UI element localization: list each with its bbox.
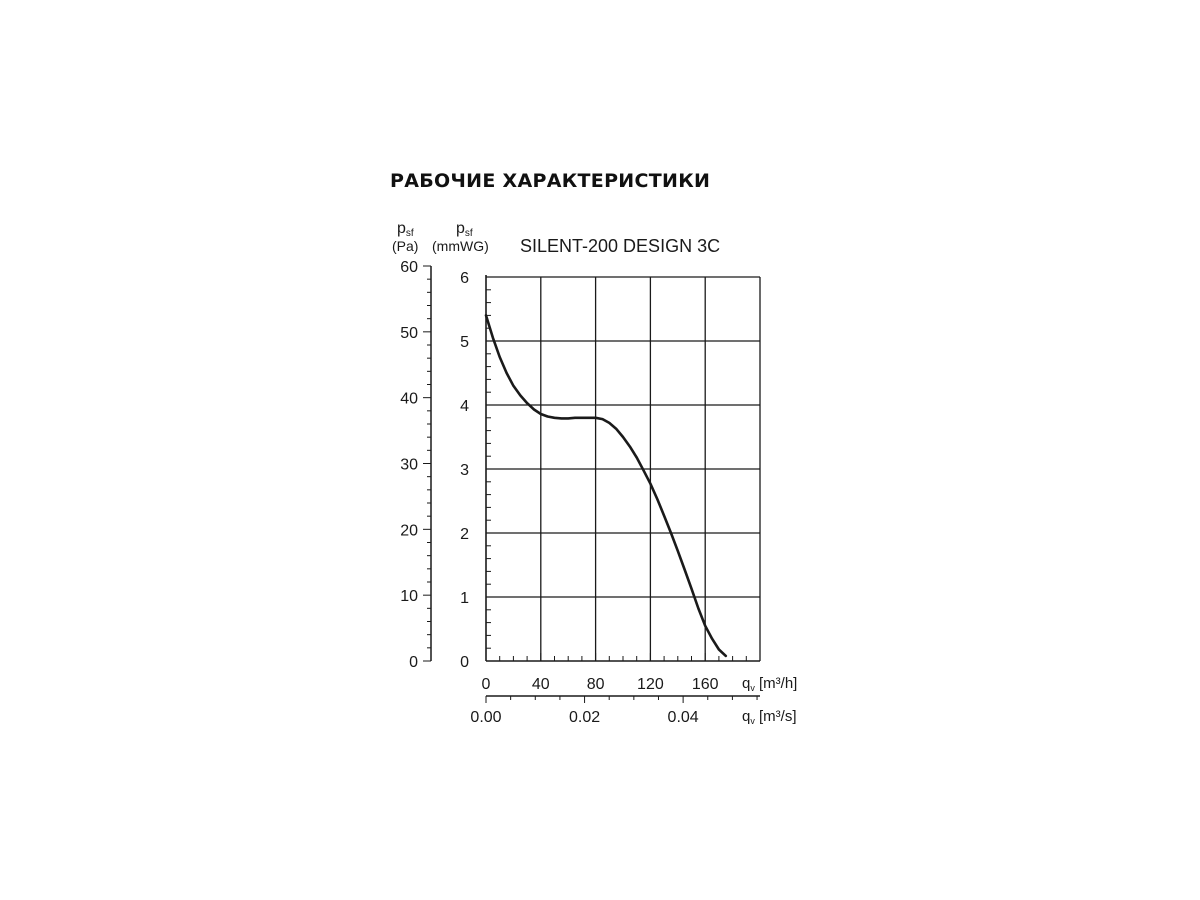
x-axis-m3h-tick-label: 40 <box>532 676 550 693</box>
y-axis-pa-title: psf <box>397 220 414 239</box>
y-axis-mmwg-tick-label: 2 <box>460 526 469 543</box>
y-axis-pa-tick-label: 20 <box>400 522 418 539</box>
y-axis-mmwg-tick-label: 6 <box>460 270 469 287</box>
series-line <box>484 314 728 658</box>
y-axis-pa-tick-label: 60 <box>400 259 418 276</box>
y-axis-mmwg-tick-label: 4 <box>460 398 469 415</box>
x-axis-m3s-tick-label: 0.00 <box>470 709 501 726</box>
x-axis-m3h-title: qv [m³/h] <box>742 675 797 693</box>
x-axis-m3s-tick-label: 0.04 <box>668 709 699 726</box>
x-axis-m3h-tick-label: 160 <box>692 676 719 693</box>
y-axis-pa-unit: (Pa) <box>392 238 418 254</box>
x-axis-m3h-tick-label: 80 <box>587 676 605 693</box>
x-axis-m3s-title: qv [m³/s] <box>742 708 797 726</box>
x-axis-m3h-tick-label: 120 <box>637 676 664 693</box>
y-axis-pa-tick-label: 10 <box>400 588 418 605</box>
y-axis-mmwg-tick-label: 0 <box>460 654 469 671</box>
y-axis-mmwg-tick-label: 1 <box>460 590 469 607</box>
chart-title: SILENT-200 DESIGN 3C <box>520 236 720 256</box>
y-axis-mmwg-title: psf <box>456 220 473 239</box>
y-axis-mmwg-tick-label: 3 <box>460 462 469 479</box>
x-axis-m3s-tick-label: 0.02 <box>569 709 600 726</box>
y-axis-pa-tick-label: 50 <box>400 325 418 342</box>
y-axis-mmwg-unit: (mmWG) <box>432 238 489 254</box>
y-axis-pa-tick-label: 30 <box>400 457 418 474</box>
page-heading: РАБОЧИЕ ХАРАКТЕРИСТИКИ <box>390 170 711 192</box>
y-axis-pa-tick-label: 0 <box>409 654 418 671</box>
x-axis-m3h-tick-label: 0 <box>482 676 491 693</box>
y-axis-mmwg-tick-label: 5 <box>460 334 469 351</box>
y-axis-pa-tick-label: 40 <box>400 391 418 408</box>
